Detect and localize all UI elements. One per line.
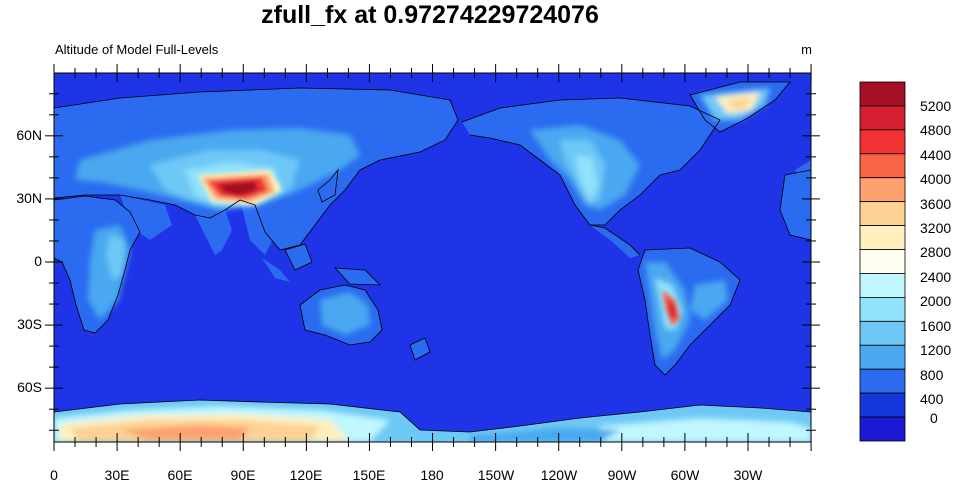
lat-label-60n: 60N <box>16 127 42 143</box>
africa-east-highland <box>106 235 125 280</box>
lon-label-30e: 30E <box>105 467 130 483</box>
seasia-land <box>240 200 275 255</box>
colorbar-box <box>859 416 906 442</box>
lat-label-30n: 30N <box>16 190 42 206</box>
units-label: m <box>801 42 812 57</box>
colorbar-box <box>859 273 906 298</box>
cb-label-400: 400 <box>920 391 944 407</box>
lon-label-120w: 120W <box>541 467 578 483</box>
lon-label-90w: 90W <box>608 467 638 483</box>
colorbar-box <box>859 153 906 179</box>
plot-title: zfull_fx at 0.97274229724076 <box>261 1 599 29</box>
lon-label-150e: 150E <box>353 467 386 483</box>
lon-label-0: 0 <box>50 467 58 483</box>
map-axis-ticks <box>45 64 820 451</box>
colorbar <box>859 81 906 442</box>
lon-label-150w: 150W <box>478 467 515 483</box>
cb-label-2400: 2400 <box>920 269 951 285</box>
colorbar-box <box>859 344 906 370</box>
colorbar-box <box>859 177 906 203</box>
colorbar-box <box>859 81 906 107</box>
cb-label-800: 800 <box>920 367 944 383</box>
andes-peak-4400 <box>667 298 676 318</box>
colorbar-box <box>859 129 906 155</box>
cb-label-2800: 2800 <box>920 244 951 260</box>
central-america-land <box>590 225 640 258</box>
cb-label-3600: 3600 <box>920 196 951 212</box>
cb-label-3200: 3200 <box>920 220 951 236</box>
sumatra-land <box>262 258 290 282</box>
australia-highland <box>320 292 370 335</box>
cb-label-0: 0 <box>930 410 938 426</box>
colorbar-box <box>859 201 906 227</box>
colorbar-box <box>859 368 906 394</box>
antarctica-west-1200 <box>470 428 620 442</box>
lon-label-120e: 120E <box>290 467 323 483</box>
cb-label-1600: 1600 <box>920 318 951 334</box>
tibet-5200 <box>218 181 258 196</box>
cb-label-4800: 4800 <box>920 122 951 138</box>
latitude-labels: 60N 30N 0 30S 60S <box>16 127 42 395</box>
cb-label-1200: 1200 <box>920 342 951 358</box>
colorbar-box <box>859 249 906 274</box>
iceland-land <box>795 160 811 185</box>
greenland-ice-3200 <box>728 98 752 109</box>
colorbar-box <box>859 105 906 131</box>
colorbar-box <box>859 296 906 322</box>
south-america-east-800 <box>690 280 728 320</box>
coastlines <box>54 81 811 433</box>
left-subtitle: Altitude of Model Full-Levels <box>55 42 219 57</box>
lon-label-180: 180 <box>420 467 444 483</box>
cb-label-4400: 4400 <box>920 147 951 163</box>
cb-label-2000: 2000 <box>920 293 951 309</box>
europe-west-land <box>780 170 811 240</box>
lat-label-eq: 0 <box>34 253 42 269</box>
land-elevation-fill <box>54 82 811 442</box>
antarctica-3600 <box>120 425 250 440</box>
colorbar-box <box>859 225 906 250</box>
antarctica-east-2000 <box>600 418 811 442</box>
lat-label-30s: 30S <box>17 316 42 332</box>
longitude-labels: 0 30E 60E 90E 120E 150E 180 150W 120W 90… <box>50 467 763 483</box>
north-america-rockies-2000 <box>575 155 598 200</box>
lon-label-90e: 90E <box>231 467 256 483</box>
lon-label-60e: 60E <box>168 467 193 483</box>
arabia-land <box>120 195 172 240</box>
colorbar-box <box>859 392 906 418</box>
cb-label-4000: 4000 <box>920 171 951 187</box>
india-land <box>195 210 232 255</box>
colorbar-labels: 5200 4800 4400 4000 3600 3200 2800 2400 … <box>920 98 951 426</box>
japan-land <box>318 170 338 202</box>
lon-label-60w: 60W <box>671 467 701 483</box>
lon-label-30w: 30W <box>734 467 764 483</box>
colorbar-box <box>859 320 906 346</box>
newguinea-land <box>335 268 380 285</box>
lat-label-60s: 60S <box>17 379 42 395</box>
cb-label-5200: 5200 <box>920 98 951 114</box>
